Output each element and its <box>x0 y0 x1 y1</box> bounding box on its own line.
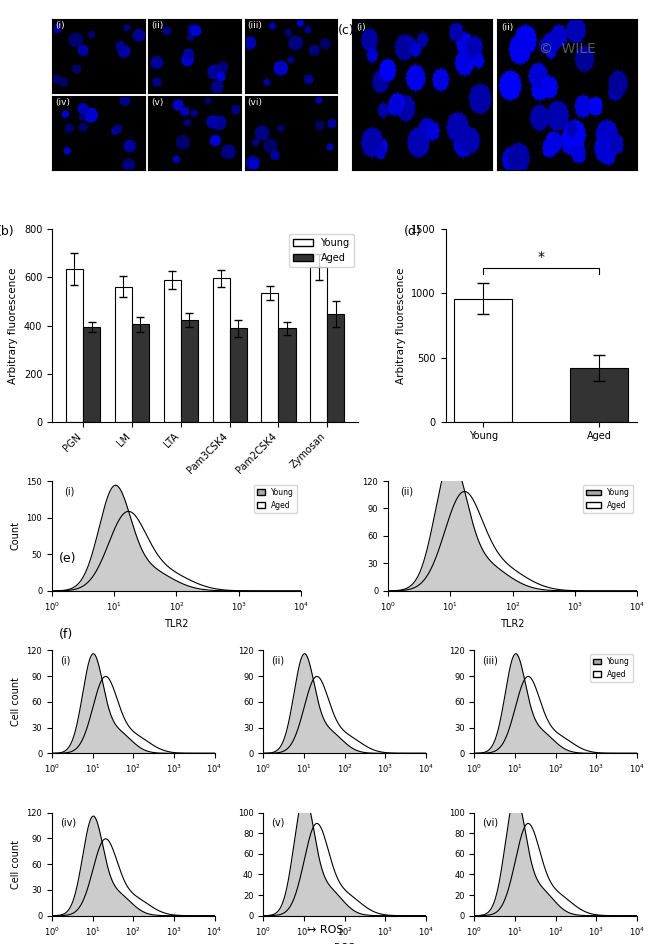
Bar <box>261 293 278 422</box>
Bar <box>115 287 132 422</box>
Text: (iv): (iv) <box>55 98 70 107</box>
Text: (b): (b) <box>0 226 14 239</box>
Text: (iv): (iv) <box>60 818 76 828</box>
Legend: Young, Aged: Young, Aged <box>254 485 297 513</box>
Text: (v): (v) <box>151 98 164 107</box>
Text: (iii): (iii) <box>482 655 499 666</box>
Text: (f): (f) <box>58 628 73 641</box>
Legend: Young, Aged: Young, Aged <box>289 234 354 267</box>
Text: (vi): (vi) <box>248 98 263 107</box>
Text: (a): (a) <box>58 24 76 37</box>
Y-axis label: Cell count: Cell count <box>11 839 21 888</box>
Bar <box>310 267 328 422</box>
Bar <box>66 269 83 422</box>
Bar <box>454 298 512 422</box>
X-axis label: TLR2: TLR2 <box>500 618 525 629</box>
Text: (c): (c) <box>338 24 355 37</box>
Legend: Young, Aged: Young, Aged <box>590 654 633 682</box>
Legend: Young, Aged: Young, Aged <box>583 485 633 513</box>
Text: (iii): (iii) <box>248 21 263 30</box>
Text: (i): (i) <box>356 24 365 32</box>
Text: (vi): (vi) <box>482 818 499 828</box>
Text: (ii): (ii) <box>272 655 285 666</box>
Bar <box>278 329 296 422</box>
Text: (d): (d) <box>404 226 421 239</box>
Text: (i): (i) <box>64 486 75 497</box>
Bar <box>229 329 247 422</box>
Y-axis label: Arbitrary fluorescence: Arbitrary fluorescence <box>396 267 406 383</box>
Text: (ii): (ii) <box>501 24 514 32</box>
X-axis label: TLR2: TLR2 <box>164 618 188 629</box>
Bar <box>328 314 345 422</box>
Text: (e): (e) <box>58 552 76 565</box>
Text: (ii): (ii) <box>151 21 163 30</box>
Bar <box>181 320 198 422</box>
Y-axis label: Count: Count <box>11 521 21 550</box>
Text: (v): (v) <box>272 818 285 828</box>
Bar <box>570 368 629 422</box>
Y-axis label: Arbitrary fluorescence: Arbitrary fluorescence <box>8 267 18 383</box>
Bar <box>213 278 229 422</box>
Text: ©  WILE: © WILE <box>539 42 596 56</box>
Bar <box>83 327 100 422</box>
Text: (ii): (ii) <box>400 486 413 497</box>
Text: (i): (i) <box>60 655 70 666</box>
Bar <box>164 280 181 422</box>
Text: → ROS: → ROS <box>307 924 343 935</box>
Text: (i): (i) <box>55 21 64 30</box>
Y-axis label: Cell count: Cell count <box>11 677 21 726</box>
Text: *: * <box>538 250 545 264</box>
Bar <box>132 325 149 422</box>
